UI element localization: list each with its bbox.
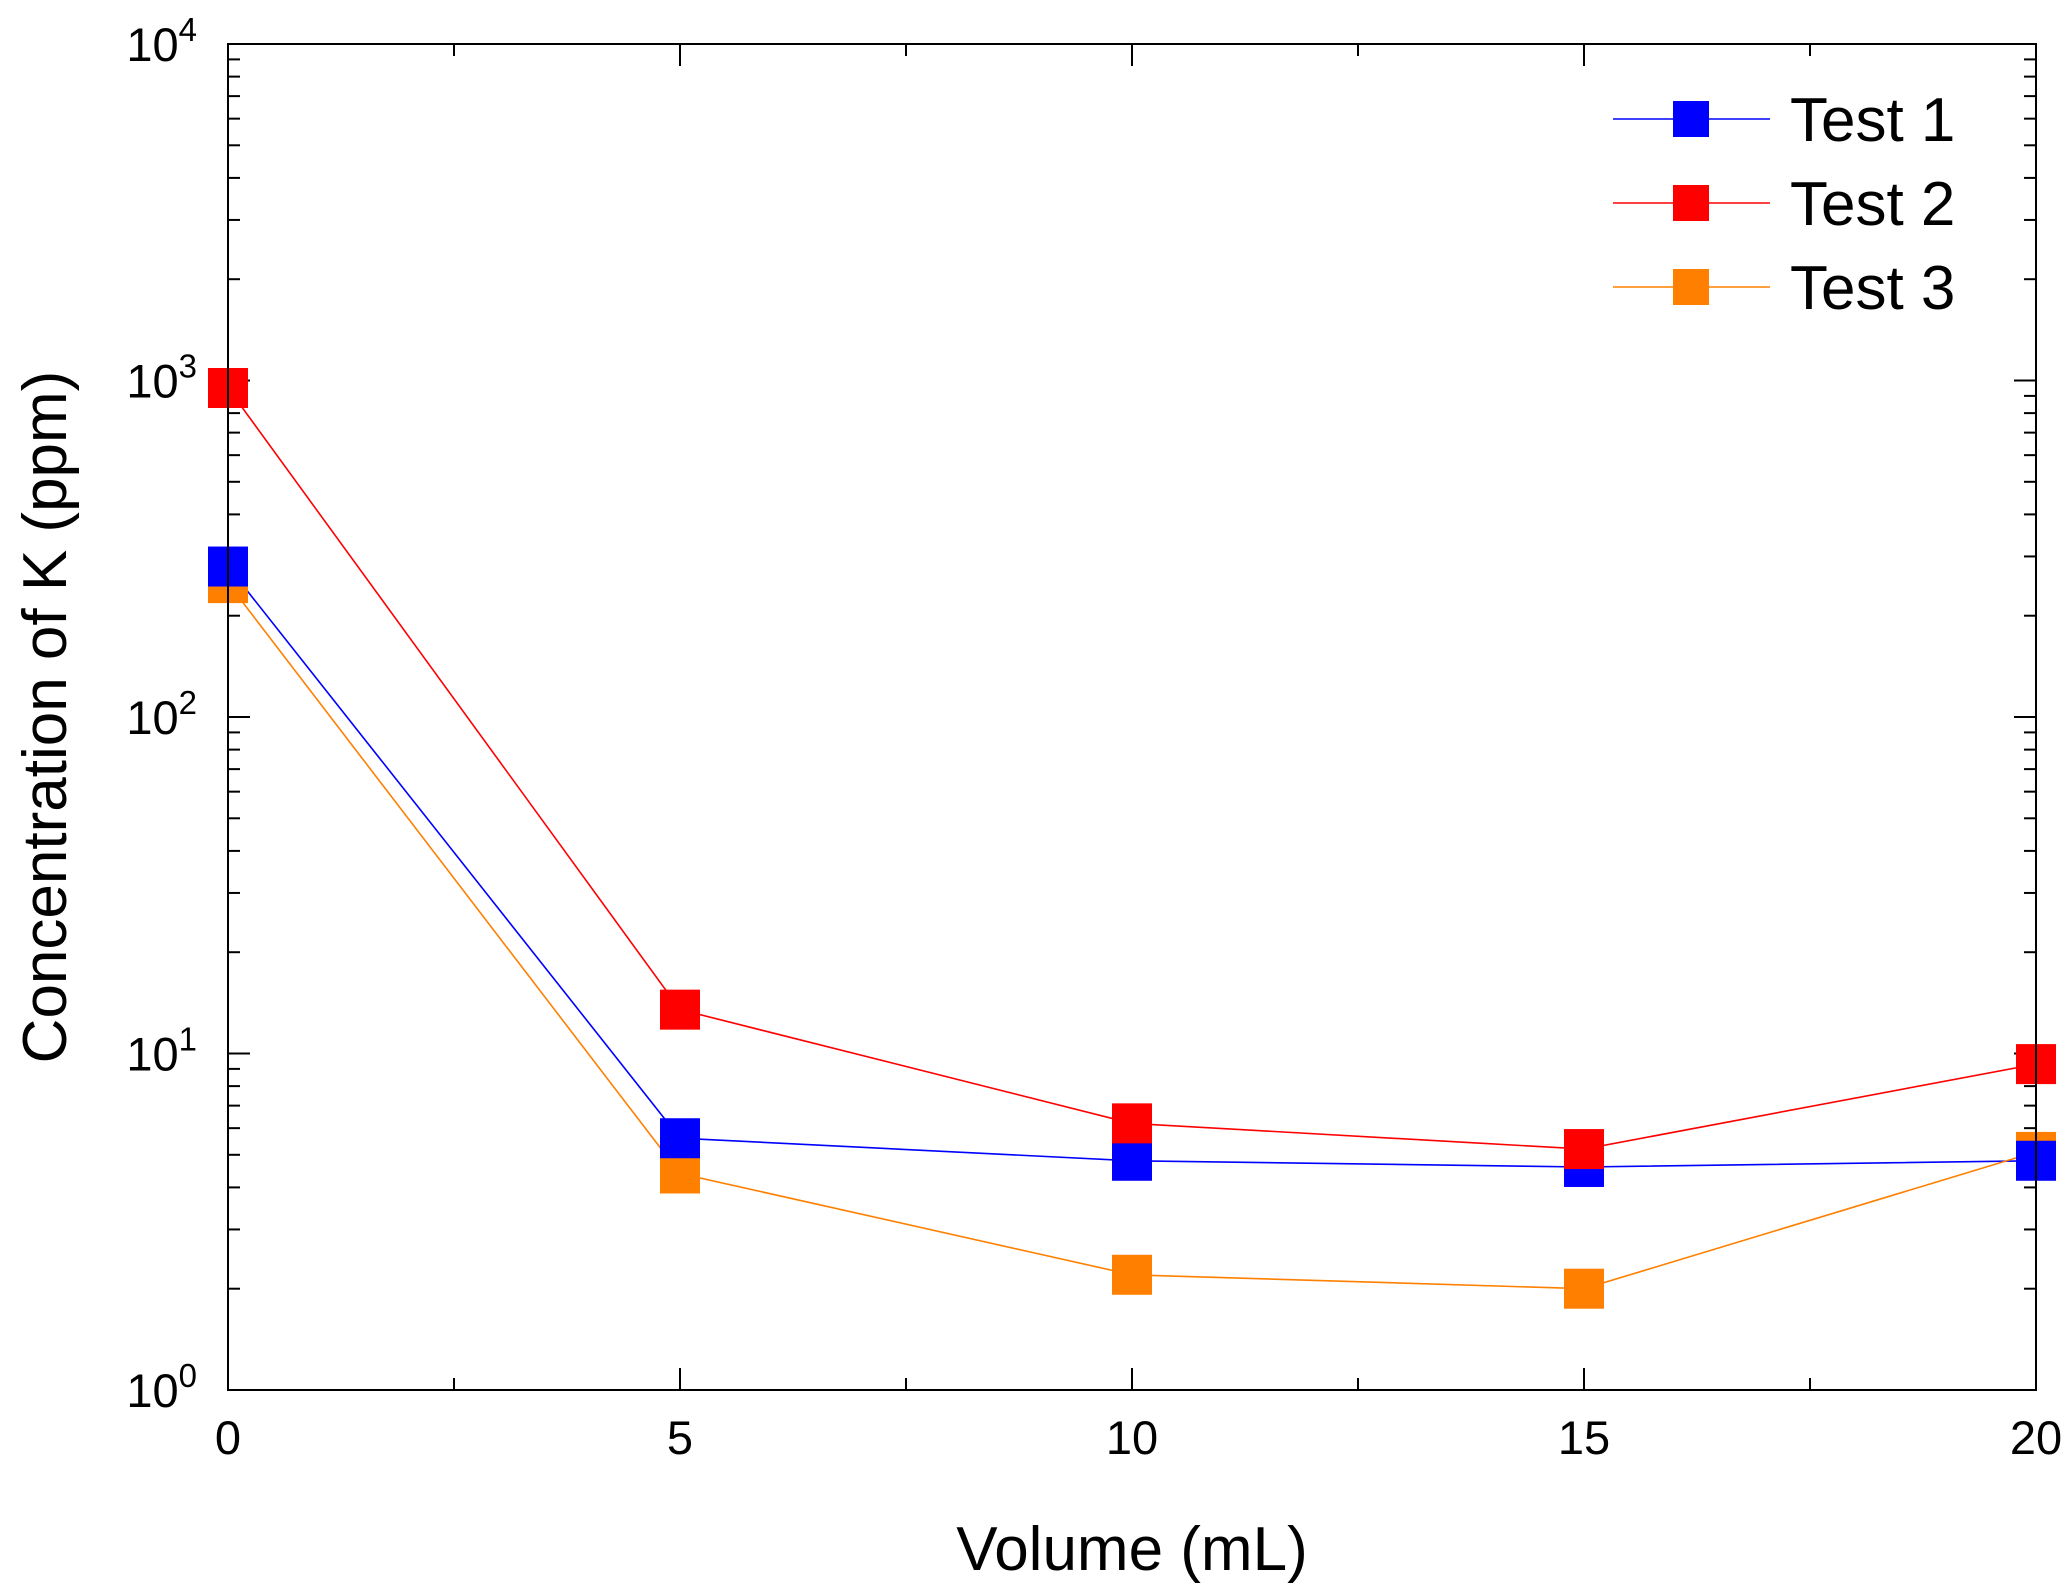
data-point-test-2 bbox=[1112, 1103, 1152, 1144]
y-axis-title: Concentration of K (ppm) bbox=[11, 371, 80, 1064]
x-tick-labels: 0 5 10 15 20 bbox=[215, 1411, 2062, 1464]
legend-item-test-3: Test 3 bbox=[1613, 254, 1955, 323]
data-point-test-3 bbox=[1564, 1268, 1604, 1309]
legend: Test 1 Test 2 Test 3 bbox=[1613, 86, 1955, 323]
legend-label-test-2: Test 2 bbox=[1790, 170, 1955, 239]
y-tick-label: 100 bbox=[126, 1357, 197, 1417]
x-tick-label: 15 bbox=[1558, 1411, 1610, 1464]
x-tick-label: 20 bbox=[2010, 1411, 2062, 1464]
data-point-test-2 bbox=[1564, 1129, 1604, 1170]
data-point-test-3 bbox=[1112, 1254, 1152, 1295]
legend-marker-test-3 bbox=[1673, 269, 1709, 305]
data-point-test-1 bbox=[1112, 1140, 1152, 1181]
plot-frame bbox=[227, 43, 2037, 1391]
data-point-test-1 bbox=[660, 1118, 700, 1159]
y-tick-labels: 100 101 102 103 104 bbox=[126, 11, 197, 1417]
y-tick-label: 103 bbox=[126, 348, 197, 408]
y-tick-label: 101 bbox=[126, 1021, 197, 1081]
legend-marker-test-2 bbox=[1673, 185, 1709, 221]
legend-label-test-3: Test 3 bbox=[1790, 254, 1955, 323]
y-tick-label: 104 bbox=[126, 11, 197, 71]
minor-ticks bbox=[228, 44, 2036, 1390]
data-point-test-2 bbox=[660, 989, 700, 1030]
y-tick-label: 102 bbox=[126, 684, 197, 744]
x-axis-title: Volume (mL) bbox=[956, 1515, 1307, 1584]
x-tick-label: 0 bbox=[215, 1411, 241, 1464]
data-point-test-3 bbox=[660, 1153, 700, 1194]
legend-marker-test-1 bbox=[1673, 101, 1709, 137]
legend-item-test-1: Test 1 bbox=[1613, 86, 1955, 155]
legend-item-test-2: Test 2 bbox=[1613, 170, 1955, 239]
legend-label-test-1: Test 1 bbox=[1790, 86, 1955, 155]
x-tick-label: 10 bbox=[1106, 1411, 1158, 1464]
x-tick-label: 5 bbox=[667, 1411, 693, 1464]
